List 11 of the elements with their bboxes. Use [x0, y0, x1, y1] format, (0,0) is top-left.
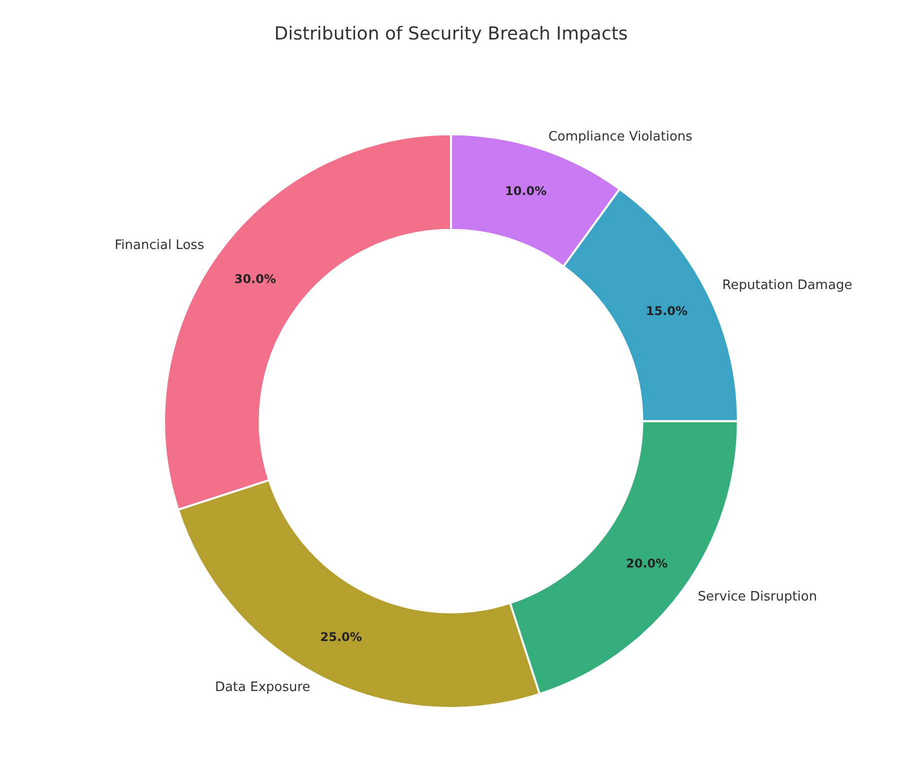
- slice-label: Financial Loss: [114, 238, 204, 253]
- slice-label: Data Exposure: [214, 680, 310, 695]
- data-label: 25.0%: [320, 630, 362, 644]
- slice-label: Reputation Damage: [722, 278, 852, 293]
- data-label: 20.0%: [626, 556, 668, 570]
- chart-title: Distribution of Security Breach Impacts: [274, 24, 628, 44]
- data-label: 30.0%: [234, 272, 276, 286]
- data-label: 15.0%: [646, 304, 688, 318]
- slice-label: Service Disruption: [698, 589, 818, 604]
- slice-label: Compliance Violations: [548, 129, 693, 144]
- data-label: 10.0%: [504, 184, 547, 198]
